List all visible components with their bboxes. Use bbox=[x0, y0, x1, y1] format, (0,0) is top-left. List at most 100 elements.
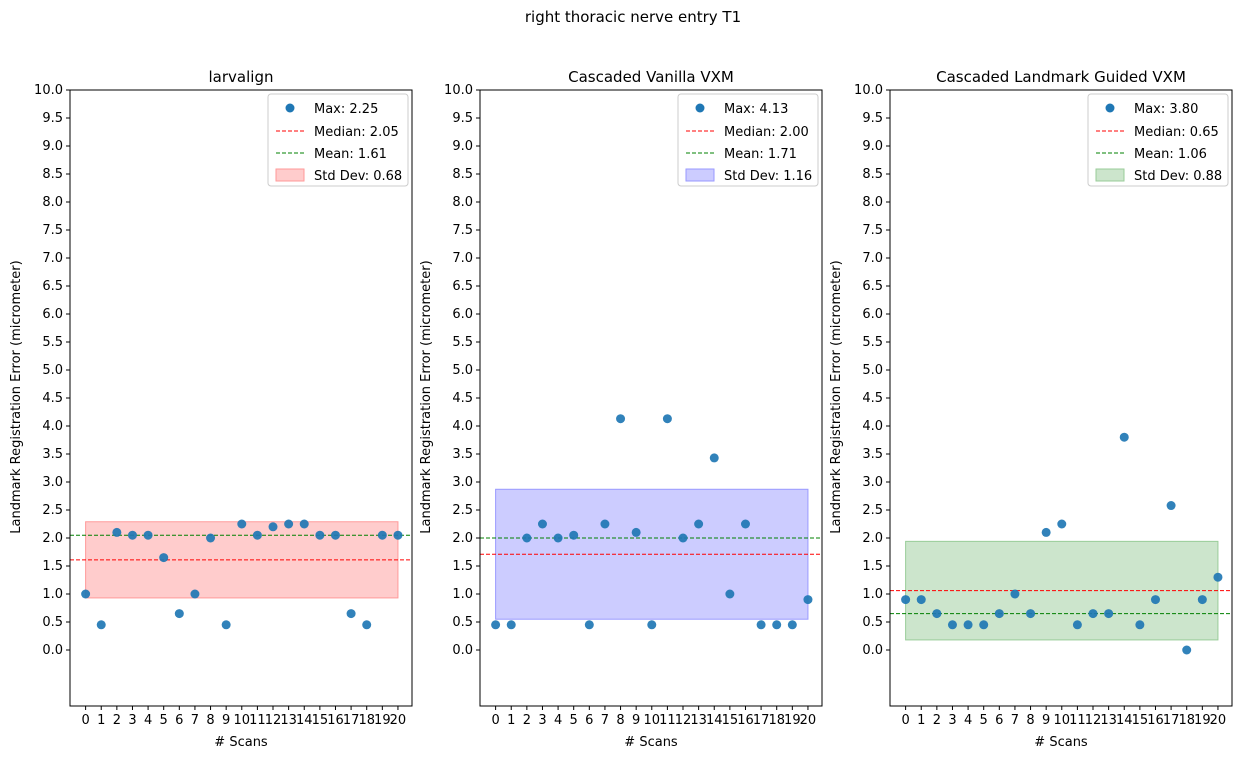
data-point bbox=[1072, 620, 1082, 630]
x-tick-label: 16 bbox=[737, 713, 754, 728]
data-point bbox=[377, 530, 387, 540]
y-tick-label: 1.5 bbox=[452, 559, 473, 574]
data-point bbox=[553, 533, 563, 543]
data-point bbox=[268, 522, 278, 532]
y-tick-label: 3.5 bbox=[862, 447, 883, 462]
data-point bbox=[1104, 609, 1114, 619]
x-tick-label: 18 bbox=[768, 713, 785, 728]
y-tick-label: 1.5 bbox=[42, 559, 63, 574]
y-tick-label: 7.5 bbox=[42, 223, 63, 238]
legend-box bbox=[267, 93, 409, 187]
x-tick-label: 13 bbox=[280, 713, 297, 728]
x-tick-label: 0 bbox=[901, 713, 909, 728]
y-tick-label: 0.0 bbox=[42, 643, 63, 658]
x-tick-label: 15 bbox=[312, 713, 329, 728]
data-point bbox=[740, 519, 750, 529]
x-tick-label: 1 bbox=[917, 713, 925, 728]
x-tick-label: 9 bbox=[632, 713, 640, 728]
x-tick-label: 7 bbox=[1011, 713, 1019, 728]
x-tick-label: 2 bbox=[933, 713, 941, 728]
x-tick-label: 15 bbox=[1132, 713, 1149, 728]
legend-marker-max bbox=[285, 103, 295, 113]
y-tick-label: 3.0 bbox=[42, 475, 63, 490]
data-point bbox=[362, 620, 372, 630]
data-point bbox=[1088, 609, 1098, 619]
data-point bbox=[143, 530, 153, 540]
data-point bbox=[522, 533, 532, 543]
figure-suptitle: right thoracic nerve entry T1 bbox=[525, 8, 741, 26]
data-point bbox=[1150, 595, 1160, 605]
y-tick-label: 9.0 bbox=[42, 139, 63, 154]
x-tick-label: 12 bbox=[675, 713, 692, 728]
y-tick-label: 3.0 bbox=[452, 475, 473, 490]
data-point bbox=[994, 609, 1004, 619]
y-tick-label: 10.0 bbox=[854, 83, 883, 98]
x-tick-label: 4 bbox=[554, 713, 562, 728]
y-tick-label: 2.5 bbox=[452, 503, 473, 518]
x-tick-label: 20 bbox=[1210, 713, 1227, 728]
x-tick-label: 6 bbox=[585, 713, 593, 728]
x-tick-label: 3 bbox=[948, 713, 956, 728]
x-tick-label: 20 bbox=[390, 713, 407, 728]
x-tick-label: 0 bbox=[491, 713, 499, 728]
data-point bbox=[174, 609, 184, 619]
y-tick-label: 1.0 bbox=[452, 587, 473, 602]
data-point bbox=[159, 553, 169, 563]
x-tick-label: 19 bbox=[374, 713, 391, 728]
y-tick-label: 7.0 bbox=[452, 251, 473, 266]
y-tick-label: 2.0 bbox=[452, 531, 473, 546]
legend-label-median: Median: 2.05 bbox=[314, 125, 399, 140]
legend-marker-std bbox=[685, 168, 715, 182]
y-tick-label: 9.0 bbox=[862, 139, 883, 154]
x-tick-label: 2 bbox=[113, 713, 121, 728]
data-point bbox=[1197, 595, 1207, 605]
data-point bbox=[1026, 609, 1036, 619]
x-tick-label: 5 bbox=[160, 713, 168, 728]
x-tick-label: 9 bbox=[1042, 713, 1050, 728]
data-point bbox=[299, 519, 309, 529]
y-tick-label: 6.0 bbox=[862, 307, 883, 322]
data-point bbox=[81, 589, 91, 599]
legend-box bbox=[677, 93, 819, 187]
y-tick-label: 4.0 bbox=[452, 419, 473, 434]
data-point bbox=[537, 519, 547, 529]
y-tick-label: 2.0 bbox=[862, 531, 883, 546]
x-tick-label: 11 bbox=[1069, 713, 1086, 728]
x-tick-label: 15 bbox=[722, 713, 739, 728]
x-tick-label: 8 bbox=[1026, 713, 1034, 728]
x-tick-label: 20 bbox=[800, 713, 817, 728]
data-point bbox=[600, 519, 610, 529]
y-tick-label: 9.5 bbox=[452, 111, 473, 126]
data-point bbox=[963, 620, 973, 630]
y-axis-label: Landmark Registration Error (micrometer) bbox=[419, 260, 434, 533]
data-point bbox=[1010, 589, 1020, 599]
data-point bbox=[694, 519, 704, 529]
legend-label-mean: Mean: 1.71 bbox=[724, 147, 797, 162]
x-tick-label: 12 bbox=[265, 713, 282, 728]
data-point bbox=[631, 527, 641, 537]
data-point bbox=[112, 527, 122, 537]
data-point bbox=[803, 595, 813, 605]
y-tick-label: 6.5 bbox=[42, 279, 63, 294]
y-tick-label: 7.5 bbox=[862, 223, 883, 238]
data-point bbox=[252, 530, 262, 540]
y-tick-label: 10.0 bbox=[34, 83, 63, 98]
x-tick-label: 6 bbox=[995, 713, 1003, 728]
data-point bbox=[506, 620, 516, 630]
data-point bbox=[932, 609, 942, 619]
x-tick-label: 17 bbox=[1163, 713, 1180, 728]
legend-label-mean: Mean: 1.61 bbox=[314, 147, 387, 162]
data-point bbox=[979, 620, 989, 630]
legend-box bbox=[1087, 93, 1229, 187]
data-point bbox=[206, 533, 216, 543]
data-point bbox=[346, 609, 356, 619]
data-point bbox=[127, 530, 137, 540]
data-point bbox=[190, 589, 200, 599]
data-point bbox=[491, 620, 501, 630]
legend-label-mean: Mean: 1.06 bbox=[1134, 147, 1207, 162]
y-tick-label: 4.5 bbox=[452, 391, 473, 406]
x-tick-label: 14 bbox=[706, 713, 723, 728]
y-tick-label: 2.0 bbox=[42, 531, 63, 546]
y-tick-label: 2.5 bbox=[42, 503, 63, 518]
